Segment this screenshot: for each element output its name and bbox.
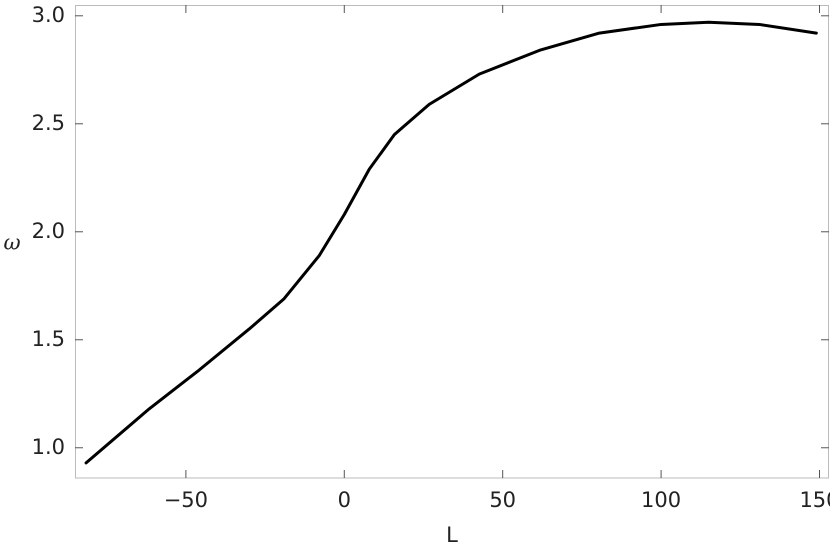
x-tick-label: 0	[338, 488, 351, 512]
y-tick-label: 1.5	[32, 327, 65, 351]
data-line	[84, 20, 818, 465]
y-tick-label: 2.0	[32, 219, 65, 243]
x-tick-label: 100	[641, 488, 681, 512]
y-axis-label: ω	[3, 231, 20, 255]
y-tick-label: 1.0	[32, 435, 65, 459]
x-tick-label: 50	[489, 488, 516, 512]
x-axis-label: L	[446, 523, 458, 547]
y-tick-label: 3.0	[32, 3, 65, 27]
x-tick-label: −50	[164, 488, 208, 512]
plot-frame	[75, 5, 829, 479]
y-tick-label: 2.5	[32, 111, 65, 135]
x-tick-label: 150	[799, 488, 830, 512]
